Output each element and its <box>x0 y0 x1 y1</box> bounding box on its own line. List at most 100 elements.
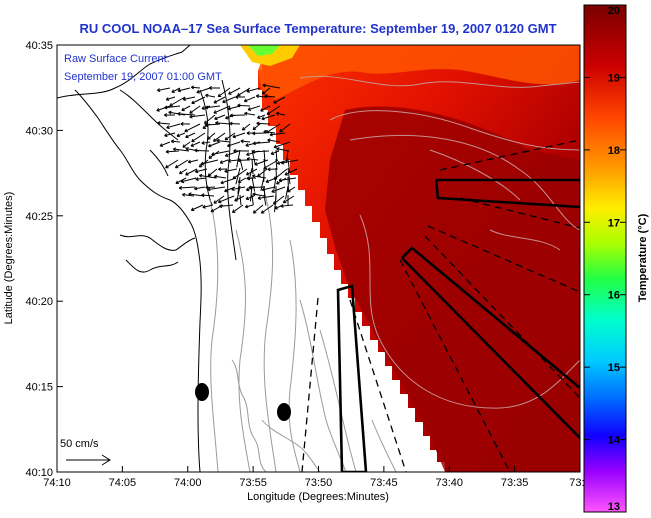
current-vector-head <box>182 144 186 148</box>
current-vector-head <box>168 110 172 115</box>
current-vector-head <box>213 200 217 204</box>
current-vector-head <box>224 153 229 158</box>
current-vector-head <box>190 143 195 147</box>
current-vector <box>256 122 271 125</box>
current-vector-head <box>190 85 195 90</box>
current-vector-head <box>267 138 271 143</box>
x-tick-label: 73:40 <box>435 477 463 489</box>
current-vector <box>244 112 256 116</box>
current-vector <box>257 114 266 119</box>
current-vector-head <box>207 136 211 140</box>
surface-current-vectors <box>156 83 299 214</box>
current-vector <box>213 105 231 114</box>
current-vector-head <box>235 95 239 100</box>
current-vector-head <box>265 179 270 183</box>
bathymetry-contours <box>209 189 397 472</box>
colorbar-tick-label: 13 <box>608 501 620 513</box>
current-vector-head <box>216 138 220 143</box>
current-vector-head <box>219 160 224 164</box>
current-vector <box>156 105 171 112</box>
colorbar-tick-label: 19 <box>608 72 620 84</box>
current-vector <box>222 96 236 103</box>
current-vector <box>253 204 264 214</box>
current-vector <box>195 177 207 180</box>
current-vector <box>211 150 230 156</box>
colorbar-tick-label: 16 <box>608 290 620 302</box>
current-vector-head <box>247 107 252 111</box>
current-vector-head <box>232 209 236 213</box>
current-vector-head <box>208 155 213 159</box>
current-vector-head <box>178 185 183 190</box>
track-box-diagonal <box>401 246 580 439</box>
current-vector <box>261 87 271 95</box>
current-vector-head <box>189 110 193 114</box>
current-vector-head <box>164 113 168 118</box>
current-vector-head <box>165 164 169 169</box>
current-vector <box>252 141 271 145</box>
current-vector-head <box>224 169 228 173</box>
current-vector-head <box>243 98 248 103</box>
current-vector <box>181 105 191 111</box>
current-vector <box>237 104 251 107</box>
current-vector-head <box>252 131 256 136</box>
current-vector <box>177 113 196 116</box>
current-vector-head <box>228 91 232 95</box>
current-vector <box>227 141 241 147</box>
current-vector-head <box>261 116 265 121</box>
current-vector-head <box>257 115 261 119</box>
current-vector <box>182 141 191 148</box>
colorbar-label: Temperature (°C) <box>637 213 649 302</box>
current-vector <box>205 186 216 189</box>
current-vector-head <box>220 180 224 185</box>
current-vector-head <box>172 147 177 152</box>
current-vector-head <box>255 94 260 99</box>
current-vector <box>194 149 210 152</box>
current-annotation-line1: Raw Surface Current: <box>64 53 170 65</box>
current-vector <box>280 204 294 207</box>
current-vector <box>239 158 244 171</box>
current-vector-head <box>217 199 222 204</box>
current-vector-head <box>233 148 237 153</box>
current-vector-head <box>204 122 208 127</box>
current-vector <box>237 87 251 97</box>
current-vector-head <box>180 121 184 126</box>
current-vector <box>173 148 190 152</box>
current-vector-head <box>245 171 250 176</box>
current-vector <box>179 168 188 175</box>
current-vector <box>195 168 208 173</box>
current-vector <box>281 159 299 164</box>
current-vector-head <box>181 107 185 112</box>
colorbar <box>583 4 627 513</box>
current-vector-head <box>252 210 257 214</box>
sst-orange-band <box>258 45 580 100</box>
current-vector-head <box>156 108 160 112</box>
current-vector-head <box>208 143 212 148</box>
current-vector-head <box>241 127 246 131</box>
current-vector <box>266 105 281 115</box>
current-vector-head <box>282 199 287 204</box>
current-vector <box>264 95 276 98</box>
current-vector-head <box>177 88 181 93</box>
current-vector <box>251 149 256 165</box>
current-vector <box>263 158 266 170</box>
current-vector-head <box>225 115 229 120</box>
current-vector <box>228 159 239 162</box>
current-vector <box>157 122 171 125</box>
current-vector <box>213 195 225 204</box>
current-vector-head <box>270 151 275 156</box>
current-vector <box>188 193 205 197</box>
current-vector-head <box>240 139 244 144</box>
current-vector <box>216 139 231 143</box>
current-vector <box>252 193 265 197</box>
current-vector-head <box>213 174 218 179</box>
current-vector <box>239 194 242 206</box>
current-vector-head <box>266 111 271 115</box>
current-vector <box>273 176 277 190</box>
current-vector <box>213 132 226 142</box>
current-vector-head <box>188 192 192 197</box>
current-vector <box>199 174 217 179</box>
x-tick-label: 74:10 <box>43 477 71 489</box>
current-vector-head <box>246 131 250 136</box>
colorbar-tick-label: 18 <box>608 145 620 157</box>
current-vector-head <box>212 138 217 142</box>
